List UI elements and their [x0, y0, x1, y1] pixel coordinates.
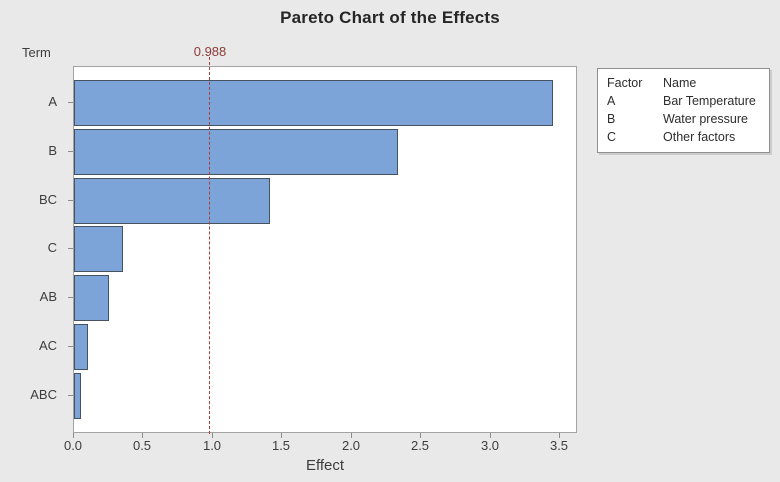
x-tick-label-1.5: 1.5 [271, 438, 291, 453]
x-tick-label-0.0: 0.0 [63, 438, 83, 453]
bar-B [74, 128, 398, 175]
y-tick-AB [68, 297, 73, 298]
bar-AC [74, 324, 88, 370]
x-tick-label-1.0: 1.0 [202, 438, 222, 453]
y-label-AC: AC [38, 338, 57, 353]
y-tick-BC [68, 200, 73, 201]
y-label-A: A [48, 94, 57, 109]
x-tick-3.5 [559, 433, 560, 438]
y-tick-B [68, 151, 73, 152]
factor-legend: Factor Name A Bar Temperature B Water pressur… [597, 68, 770, 153]
bar-AB [74, 275, 109, 322]
legend-name-cell: Name [663, 76, 697, 90]
y-label-B: B [48, 142, 57, 158]
x-tick-0.0 [73, 433, 74, 438]
bar-ABC [74, 372, 81, 419]
legend-factor-cell: Factor [607, 76, 643, 90]
legend-name-cell: Water pressure [663, 112, 748, 126]
reference-line [209, 57, 210, 434]
plot-area [73, 66, 577, 433]
x-tick-label-2.0: 2.0 [341, 438, 361, 453]
x-tick-label-0.5: 0.5 [132, 438, 152, 453]
x-tick-1.5 [281, 433, 282, 438]
x-tick-2.0 [351, 433, 352, 438]
reference-line-label: 0.988 [193, 44, 227, 59]
legend-row-C: C Other factors [607, 128, 769, 146]
y-tick-ABC [68, 395, 73, 396]
chart-title: Pareto Chart of the Effects [280, 8, 500, 27]
x-tick-label-3.0: 3.0 [480, 438, 500, 453]
y-label-AB: AB [39, 289, 57, 305]
y-label-BC: BC [38, 191, 57, 207]
bar-C [74, 226, 123, 273]
legend-factor-cell: C [607, 130, 617, 144]
legend-factor-cell: B [607, 112, 616, 126]
y-label-ABC: ABC [30, 386, 57, 402]
y-axis-category-labels: A B BC C AB AC ABC [0, 66, 57, 433]
legend-row-A: A Bar Temperature [607, 92, 769, 110]
y-tick-A [68, 102, 73, 103]
bar-BC [74, 177, 270, 224]
legend-factor-cell: A [607, 94, 616, 108]
y-tick-AC [68, 346, 73, 347]
y-label-C: C [47, 240, 57, 256]
legend-header-row: Factor Name [607, 74, 769, 92]
x-tick-1.0 [212, 433, 213, 438]
y-axis-title: Term [22, 45, 51, 60]
bar-A [74, 80, 553, 126]
x-tick-0.5 [142, 433, 143, 438]
legend-row-B: B Water pressure [607, 110, 769, 128]
x-axis-title: Effect [305, 457, 345, 474]
x-tick-label-2.5: 2.5 [410, 438, 430, 453]
x-tick-label-3.5: 3.5 [549, 438, 569, 453]
x-tick-3.0 [490, 433, 491, 438]
legend-name-cell: Other factors [663, 130, 736, 144]
y-tick-C [68, 248, 73, 249]
legend-name-cell: Bar Temperature [663, 94, 756, 108]
x-tick-2.5 [420, 433, 421, 438]
